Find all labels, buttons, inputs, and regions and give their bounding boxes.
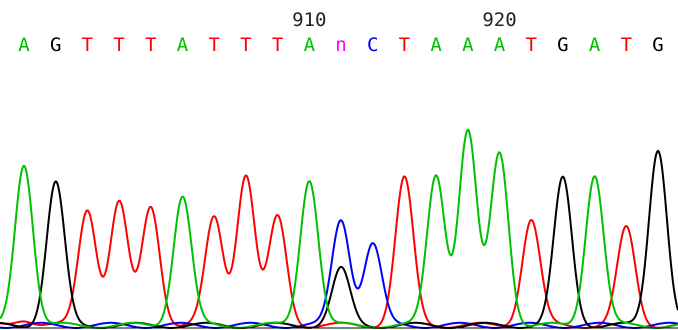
base-call-4: T: [145, 34, 156, 56]
base-call-19: T: [621, 34, 632, 56]
base-call-2: T: [82, 34, 93, 56]
position-labels: 910 920: [292, 9, 517, 31]
base-call-10: n: [335, 34, 346, 56]
base-call-7: T: [240, 34, 251, 56]
base-call-9: A: [304, 34, 316, 56]
base-call-6: T: [208, 34, 219, 56]
trace-A: [0, 128, 678, 329]
position-label: 910: [292, 9, 326, 31]
base-call-13: A: [430, 34, 442, 56]
base-call-15: A: [494, 34, 506, 56]
base-call-17: G: [557, 34, 568, 56]
traces: [0, 128, 678, 329]
base-call-12: T: [399, 34, 410, 56]
position-label: 920: [482, 9, 516, 31]
trace-G: [0, 149, 678, 329]
base-call-8: T: [272, 34, 283, 56]
base-call-5: A: [177, 34, 189, 56]
base-call-18: A: [589, 34, 601, 56]
base-call-1: G: [50, 34, 61, 56]
base-call-14: A: [462, 34, 474, 56]
base-call-11: C: [367, 34, 378, 56]
base-call-3: T: [113, 34, 124, 56]
base-call-0: A: [18, 34, 30, 56]
base-call-16: T: [525, 34, 536, 56]
base-call-20: G: [652, 34, 663, 56]
